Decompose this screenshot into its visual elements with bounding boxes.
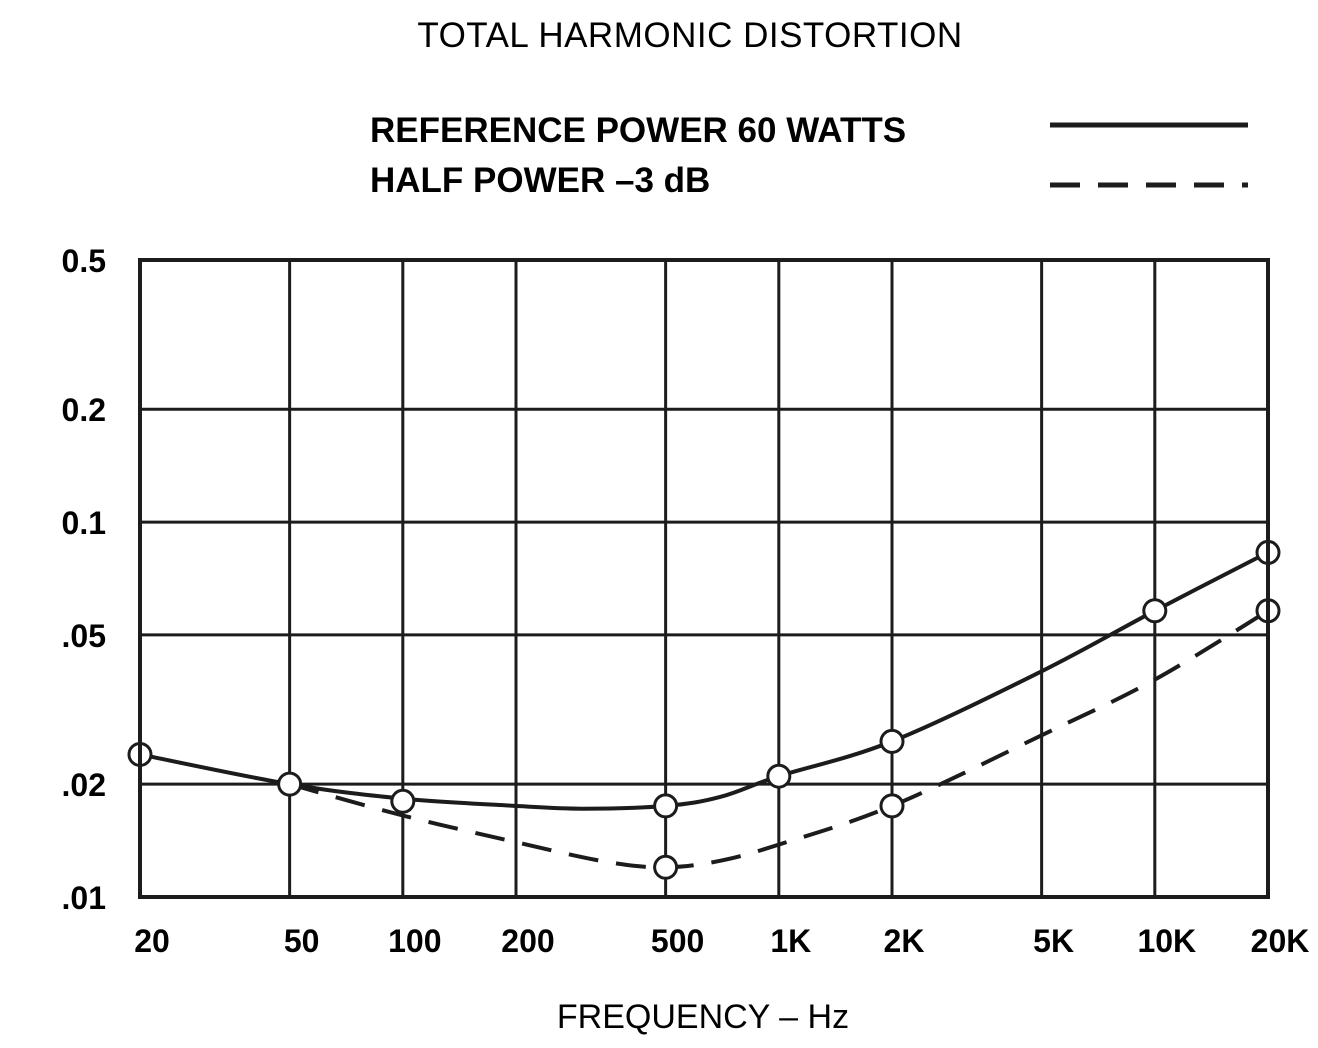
y-tick-label: .05: [62, 618, 106, 654]
half-power-line: [289, 609, 1270, 870]
y-tick-label: 0.1: [62, 505, 106, 541]
reference-power-marker: [879, 728, 905, 754]
reference-power-marker: [390, 788, 416, 814]
x-tick-label: 50: [284, 923, 320, 959]
x-axis-tick-labels: 20 50 100 200 500 1K 2K 5K 10K 20K: [134, 923, 1309, 959]
y-tick-label: .01: [62, 880, 106, 916]
y-tick-label: .02: [62, 767, 106, 803]
reference-power-marker: [766, 763, 792, 789]
y-tick-label: 0.2: [62, 392, 106, 428]
x-tick-label: 20K: [1251, 923, 1310, 959]
x-axis-label: FREQUENCY – Hz: [557, 998, 849, 1036]
plot-series: [127, 539, 1281, 880]
x-tick-label: 500: [651, 923, 704, 959]
legend-label: HALF POWER –3 dB: [370, 161, 710, 200]
chart-title: TOTAL HARMONIC DISTORTION: [417, 16, 962, 55]
reference-power-marker: [1142, 598, 1168, 624]
y-tick-label: 0.5: [62, 243, 106, 279]
half-power-marker: [879, 793, 905, 819]
x-tick-label: 200: [501, 923, 554, 959]
x-tick-label: 1K: [770, 923, 811, 959]
reference-power-marker: [277, 771, 303, 797]
reference-power-marker: [653, 793, 679, 819]
reference-power-line: [139, 550, 1269, 811]
x-tick-label: 2K: [884, 923, 925, 959]
x-tick-label: 20: [134, 923, 170, 959]
legend-label: REFERENCE POWER 60 WATTS: [370, 111, 906, 150]
y-axis-tick-labels: .01 .02 .05 0.1 0.2 0.5: [62, 243, 106, 916]
x-tick-label: 10K: [1137, 923, 1196, 959]
legend: REFERENCE POWER 60 WATTS HALF POWER –3 dB: [370, 111, 1248, 200]
x-tick-label: 100: [388, 923, 441, 959]
plot-frame: [138, 258, 1270, 899]
half-power-marker: [653, 854, 679, 880]
x-tick-label: 5K: [1033, 923, 1074, 959]
